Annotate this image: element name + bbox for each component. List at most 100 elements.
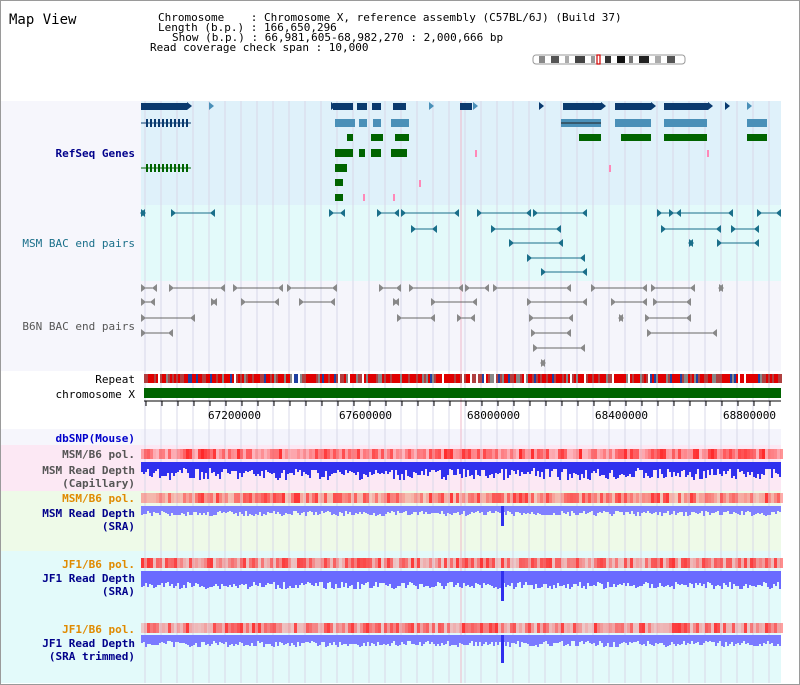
repeat-block <box>748 374 750 383</box>
polymorphism-cell <box>498 558 501 568</box>
polymorphism-cell <box>390 449 393 459</box>
chromosome-ideogram[interactable] <box>529 53 693 67</box>
repeat-block <box>328 374 330 383</box>
polymorphism-cell <box>195 623 198 633</box>
read-depth-bar <box>541 462 543 472</box>
polymorphism-cell <box>201 558 204 568</box>
polymorphism-cell <box>525 449 528 459</box>
read-depth-bar <box>617 571 619 585</box>
read-depth-bar <box>295 635 297 647</box>
read-depth-bar <box>205 462 207 473</box>
polymorphism-cell <box>747 558 750 568</box>
read-depth-bar <box>769 462 771 469</box>
read-depth-bar <box>329 571 331 582</box>
bac-end-marker <box>757 209 762 217</box>
read-depth-bar <box>345 462 347 470</box>
polymorphism-cell <box>678 449 681 459</box>
msm-b6-pol-label-2[interactable]: MSM/B6 pol. <box>62 492 135 505</box>
read-depth-bar <box>543 635 545 642</box>
read-depth-bar <box>413 462 415 472</box>
polymorphism-cell <box>582 558 585 568</box>
read-depth-bar <box>323 506 325 513</box>
msm-b6-pol-label-1[interactable]: MSM/B6 pol. <box>62 448 135 461</box>
polymorphism-cell <box>465 449 468 459</box>
gene-block <box>371 134 383 141</box>
polymorphism-cell <box>672 558 675 568</box>
refseq-genes-label[interactable]: RefSeq Genes <box>1 147 135 160</box>
read-depth-bar <box>523 635 525 643</box>
polymorphism-cell <box>597 493 600 503</box>
b6n-bac-label[interactable]: B6N BAC end pairs <box>22 320 135 333</box>
read-depth-bar <box>293 506 295 511</box>
read-depth-bar <box>775 506 777 514</box>
read-depth-bar <box>769 635 771 644</box>
polymorphism-cell <box>450 493 453 503</box>
msm-bac-label[interactable]: MSM BAC end pairs <box>22 237 135 250</box>
repeat-block <box>570 374 572 383</box>
polymorphism-cell <box>675 558 678 568</box>
polymorphism-cell <box>255 558 258 568</box>
polymorphism-cell <box>693 623 696 633</box>
polymorphism-cell <box>357 623 360 633</box>
polymorphism-cell <box>531 558 534 568</box>
read-depth-bar <box>647 506 649 511</box>
polymorphism-cell <box>522 449 525 459</box>
polymorphism-cell <box>318 493 321 503</box>
read-depth-bar <box>691 571 693 584</box>
read-depth-bar <box>155 506 157 513</box>
jf1-b6-pol-label-1[interactable]: JF1/B6 pol. <box>62 558 135 571</box>
gene-block <box>621 134 651 141</box>
polymorphism-cell <box>645 558 648 568</box>
dbsnp-label[interactable]: dbSNP(Mouse) <box>55 432 135 445</box>
msm-read-depth-sra-label[interactable]: MSM Read Depth (SRA) <box>42 507 135 533</box>
polymorphism-cell <box>471 558 474 568</box>
jf1-b6-pol-label-2[interactable]: JF1/B6 pol. <box>62 623 135 636</box>
jf1-read-depth-sra-label[interactable]: JF1 Read Depth (SRA) <box>42 572 135 598</box>
read-depth-bar <box>301 462 303 476</box>
gene-block <box>335 119 355 127</box>
read-depth-bar <box>171 635 173 642</box>
read-depth-bar <box>409 462 411 477</box>
polymorphism-cell <box>636 449 639 459</box>
polymorphism-cell <box>141 558 144 568</box>
read-depth-bar <box>463 462 465 469</box>
read-depth-bar <box>257 462 259 474</box>
polymorphism-cell <box>561 493 564 503</box>
polymorphism-cell <box>363 558 366 568</box>
read-depth-bar <box>269 462 271 473</box>
polymorphism-cell <box>270 493 273 503</box>
read-depth-bar <box>731 462 733 478</box>
read-depth-bar <box>305 635 307 642</box>
polymorphism-cell <box>597 558 600 568</box>
repeat-block <box>448 374 450 383</box>
msm-read-depth-capillary-label[interactable]: MSM Read Depth (Capillary) <box>42 464 135 490</box>
bac-end-marker <box>329 209 334 217</box>
read-depth-bar <box>603 462 605 475</box>
read-depth-bar <box>529 506 531 514</box>
bac-end-marker <box>457 314 462 322</box>
repeat-block <box>578 374 580 383</box>
read-depth-bar <box>681 506 683 512</box>
read-depth-bar <box>663 462 665 478</box>
repeat-block <box>198 374 200 383</box>
read-depth-bar <box>415 571 417 586</box>
repeat-block <box>624 374 626 383</box>
read-depth-bar <box>719 462 721 474</box>
repeat-block <box>216 374 218 383</box>
read-depth-bar <box>637 506 639 512</box>
bac-end-marker <box>274 298 279 306</box>
polymorphism-cell <box>162 493 165 503</box>
polymorphism-cell <box>438 558 441 568</box>
polymorphism-cell <box>144 558 147 568</box>
polymorphism-cell <box>585 558 588 568</box>
jf1-read-depth-trimmed-label[interactable]: JF1 Read Depth (SRA trimmed) <box>42 637 135 663</box>
gene-exon <box>158 119 160 127</box>
read-depth-bar <box>467 506 469 515</box>
repeat-block <box>546 374 548 383</box>
read-depth-bar <box>209 571 211 587</box>
read-depth-bar <box>447 571 449 583</box>
read-depth-bar <box>289 462 291 473</box>
repeat-block <box>416 374 418 383</box>
polymorphism-cell <box>381 449 384 459</box>
